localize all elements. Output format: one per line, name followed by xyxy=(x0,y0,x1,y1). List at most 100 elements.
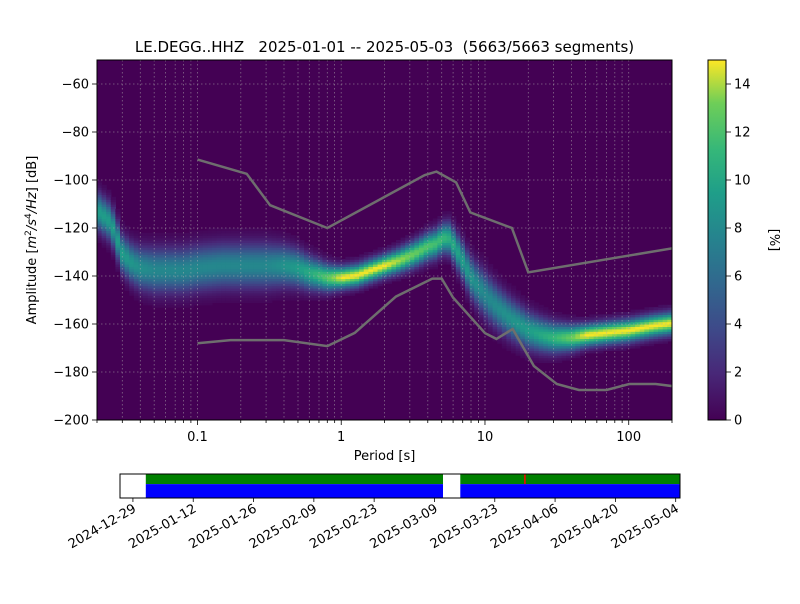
heatmap-cell xyxy=(534,336,540,339)
heatmap-cell xyxy=(442,232,448,236)
heatmap-cell xyxy=(451,228,457,231)
heatmap-cell xyxy=(359,276,365,279)
heatmap-cell xyxy=(506,336,512,339)
heatmap-cell xyxy=(359,288,365,291)
heatmap-cell xyxy=(649,338,655,342)
heatmap-cell xyxy=(271,280,277,284)
heatmap-cell xyxy=(547,324,553,327)
heatmap-cell xyxy=(446,249,452,253)
heatmap-cell xyxy=(202,266,208,270)
heatmap-cell xyxy=(294,297,300,301)
heatmap-cell xyxy=(166,288,172,291)
heatmap-cell xyxy=(506,321,512,325)
heatmap-cell xyxy=(543,307,549,311)
heatmap-cell xyxy=(262,278,268,282)
heatmap-cell xyxy=(547,357,553,361)
heatmap-cell xyxy=(175,249,181,253)
heatmap-cell xyxy=(520,326,526,330)
heatmap-cell xyxy=(248,237,254,241)
heatmap-cell xyxy=(156,256,162,260)
heatmap-cell xyxy=(212,295,218,299)
heatmap-cell xyxy=(138,300,144,303)
heatmap-cell xyxy=(106,201,112,205)
heatmap-cell xyxy=(373,266,379,270)
heatmap-cell xyxy=(423,223,429,227)
heatmap-cell xyxy=(529,345,535,349)
heatmap-cell xyxy=(373,283,379,287)
heatmap-cell xyxy=(184,290,190,294)
heatmap-cell xyxy=(262,247,268,251)
heatmap-cell xyxy=(244,249,250,253)
heatmap-cell xyxy=(483,268,489,272)
heatmap-cell xyxy=(524,307,530,311)
heatmap-cell xyxy=(308,247,314,251)
heatmap-cell xyxy=(179,244,185,248)
heatmap-cell xyxy=(193,295,199,299)
heatmap-cell xyxy=(409,240,415,243)
heatmap-cell xyxy=(547,309,553,313)
heatmap-cell xyxy=(566,328,572,332)
heatmap-cell xyxy=(239,240,245,243)
heatmap-cell xyxy=(612,316,618,320)
heatmap-cell xyxy=(603,319,609,323)
heatmap-cell xyxy=(156,302,162,306)
heatmap-cell xyxy=(336,276,342,279)
heatmap-cell xyxy=(478,264,484,267)
heatmap-cell xyxy=(175,297,181,301)
timeline-frame xyxy=(119,473,681,499)
heatmap-cell xyxy=(207,264,213,267)
heatmap-cell xyxy=(520,307,526,311)
heatmap-cell xyxy=(419,242,425,246)
heatmap-cell xyxy=(262,297,268,301)
heatmap-cell xyxy=(290,240,296,243)
heatmap-cell xyxy=(97,223,103,227)
heatmap-cell xyxy=(391,252,397,255)
heatmap-cell xyxy=(451,237,457,241)
heatmap-cell xyxy=(451,261,457,265)
heatmap-cell xyxy=(451,256,457,260)
heatmap-cell xyxy=(101,228,107,231)
heatmap-cell xyxy=(299,273,305,277)
heatmap-cell xyxy=(285,252,291,255)
heatmap-cell xyxy=(161,304,167,308)
heatmap-cell xyxy=(363,261,369,265)
heatmap-cell xyxy=(193,247,199,251)
heatmap-cell xyxy=(138,278,144,282)
heatmap-cell xyxy=(575,331,581,335)
heatmap-cell xyxy=(534,321,540,325)
heatmap-cell xyxy=(451,216,457,219)
heatmap-cell xyxy=(492,307,498,311)
heatmap-cell xyxy=(547,343,553,347)
heatmap-cell xyxy=(534,319,540,323)
heatmap-cell xyxy=(133,276,139,279)
heatmap-cell xyxy=(409,259,415,263)
heatmap-cell xyxy=(258,256,264,260)
heatmap-cell xyxy=(511,321,517,325)
y-tick-label: −120 xyxy=(53,222,89,237)
heatmap-cell xyxy=(474,256,480,260)
heatmap-cell xyxy=(133,252,139,255)
heatmap-cell xyxy=(396,254,402,258)
heatmap-cell xyxy=(161,285,167,289)
heatmap-cell xyxy=(184,235,190,239)
heatmap-cell xyxy=(143,285,149,289)
heatmap-cell xyxy=(189,254,195,258)
heatmap-cell xyxy=(221,300,227,303)
heatmap-cell xyxy=(446,216,452,219)
heatmap-cell xyxy=(442,240,448,243)
heatmap-cell xyxy=(285,242,291,246)
heatmap-cell xyxy=(239,259,245,263)
heatmap-cell xyxy=(662,336,668,339)
heatmap-cell xyxy=(253,254,259,258)
heatmap-cell xyxy=(483,328,489,332)
heatmap-cell xyxy=(336,259,342,263)
heatmap-cell xyxy=(538,314,544,318)
heatmap-cell xyxy=(170,290,176,294)
heatmap-cell xyxy=(382,261,388,265)
heatmap-cell xyxy=(649,343,655,347)
heatmap-cell xyxy=(179,240,185,243)
heatmap-cell xyxy=(184,244,190,248)
heatmap-cell xyxy=(313,266,319,270)
heatmap-cell xyxy=(492,316,498,320)
